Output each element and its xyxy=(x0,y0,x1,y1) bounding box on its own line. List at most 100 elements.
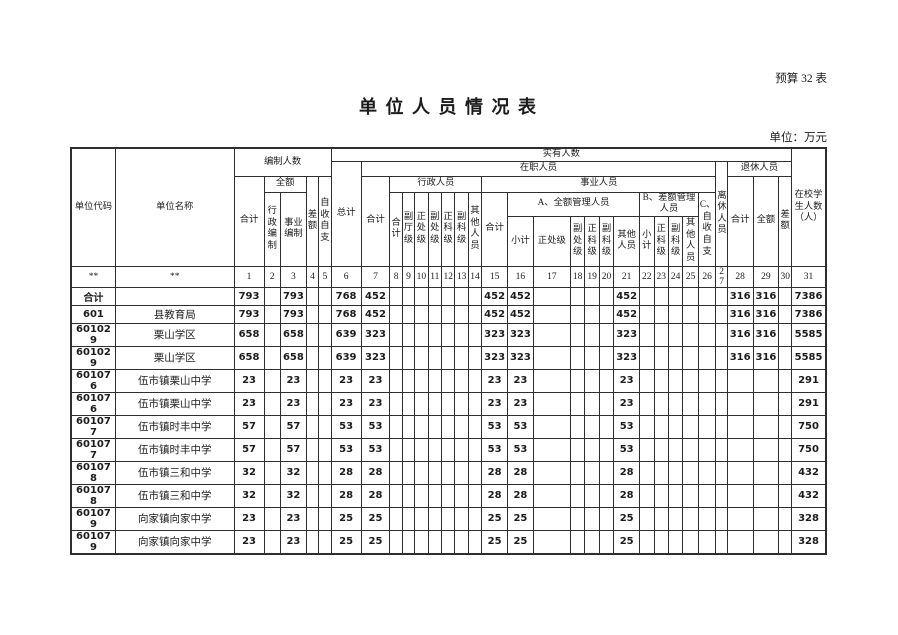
column-number-cell: 12 xyxy=(440,265,456,288)
unit-name-cell: 向家镇向家中学 xyxy=(114,529,235,555)
value-cell xyxy=(532,437,571,462)
value-cell xyxy=(715,483,728,508)
value-cell: 53 xyxy=(481,414,508,439)
value-cell xyxy=(697,368,717,393)
value-cell xyxy=(778,506,793,531)
value-cell xyxy=(726,483,754,508)
header-staffing-group: 编制人数 xyxy=(233,147,332,177)
value-cell xyxy=(401,345,416,370)
page-title: 单 位 人 员 情 况 表 xyxy=(359,97,538,117)
column-number-cell: 15 xyxy=(481,265,508,288)
value-cell xyxy=(598,345,615,370)
value-cell xyxy=(305,414,320,439)
value-cell xyxy=(778,322,793,347)
value-cell xyxy=(667,322,684,347)
header-retired-group: 退休人员 xyxy=(726,160,793,177)
unit-code-cell: 601029 xyxy=(70,322,116,347)
header-on-duty-group: 在职人员 xyxy=(360,160,717,177)
value-cell: 750 xyxy=(791,437,827,462)
value-cell xyxy=(639,414,655,439)
value-cell: 53 xyxy=(507,437,534,462)
value-cell xyxy=(697,391,717,416)
value-cell xyxy=(427,506,442,531)
header-staffing-total: 合计 xyxy=(233,175,265,267)
value-cell: 432 xyxy=(791,460,827,485)
column-number-cell: 19 xyxy=(584,265,600,288)
value-cell xyxy=(389,414,403,439)
header-unit-code: 单位代码 xyxy=(70,147,116,267)
value-cell xyxy=(715,286,728,306)
header-admin-total: 合计 xyxy=(389,191,403,267)
value-cell xyxy=(414,368,429,393)
value-cell xyxy=(778,345,793,370)
value-cell xyxy=(401,304,416,324)
value-cell xyxy=(653,368,669,393)
value-cell xyxy=(389,322,403,347)
value-cell xyxy=(726,437,754,462)
table-row: 601079 向家镇向家中学 23 23 25 25 25 25 25 328 xyxy=(70,529,827,555)
value-cell xyxy=(682,506,699,531)
value-cell xyxy=(752,506,780,531)
value-cell xyxy=(639,304,655,324)
unit-code-cell: 601029 xyxy=(70,345,116,370)
value-cell xyxy=(263,414,282,439)
value-cell xyxy=(653,506,669,531)
value-cell xyxy=(467,368,483,393)
unit-code-cell: 601076 xyxy=(70,391,116,416)
value-cell xyxy=(682,368,699,393)
value-cell xyxy=(532,483,571,508)
table-row: 合计 793 793 768 452 452 452 452 316 316 7386 xyxy=(70,286,827,306)
value-cell xyxy=(263,345,282,370)
value-cell xyxy=(778,391,793,416)
value-cell xyxy=(454,286,469,306)
value-cell xyxy=(263,286,282,306)
value-cell xyxy=(532,414,571,439)
value-cell xyxy=(389,345,403,370)
value-cell xyxy=(697,483,717,508)
value-cell: 28 xyxy=(360,483,391,508)
value-cell xyxy=(440,460,456,485)
value-cell xyxy=(467,391,483,416)
header-b-deputy-section: 副科级 xyxy=(667,215,684,267)
value-cell: 323 xyxy=(507,322,534,347)
value-cell xyxy=(569,391,586,416)
value-cell xyxy=(653,304,669,324)
value-cell: 25 xyxy=(507,506,534,531)
value-cell xyxy=(318,345,332,370)
header-lixiu: 离休人员 xyxy=(715,160,728,267)
table-row: 601076 伍市镇栗山中学 23 23 23 23 23 23 23 291 xyxy=(70,368,827,393)
value-cell: 28 xyxy=(481,460,508,485)
value-cell xyxy=(401,460,416,485)
value-cell xyxy=(653,345,669,370)
value-cell xyxy=(318,304,332,324)
value-cell: 328 xyxy=(791,529,827,555)
value-cell: 452 xyxy=(481,286,508,306)
value-cell xyxy=(697,460,717,485)
value-cell xyxy=(318,483,332,508)
table-row: 601 县教育局 793 793 768 452 452 452 452 316 316 7386 xyxy=(70,304,827,324)
value-cell xyxy=(653,322,669,347)
value-cell xyxy=(263,483,282,508)
value-cell xyxy=(454,345,469,370)
column-number-cell: 11 xyxy=(427,265,442,288)
value-cell: 23 xyxy=(280,368,307,393)
value-cell: 25 xyxy=(330,506,362,531)
value-cell xyxy=(639,391,655,416)
value-cell xyxy=(414,345,429,370)
value-cell xyxy=(667,286,684,306)
value-cell xyxy=(639,483,655,508)
value-cell xyxy=(401,322,416,347)
value-cell xyxy=(318,286,332,306)
unit-code-cell: 601079 xyxy=(70,506,116,531)
unit-code-cell: 601078 xyxy=(70,483,116,508)
header-row-3: 合计 全额 差额 自收自支 合计 行政人员 事业人员 合计 全额 差额 xyxy=(71,175,826,267)
value-cell xyxy=(726,414,754,439)
value-cell xyxy=(639,322,655,347)
header-onduty-total: 合计 xyxy=(360,175,391,267)
column-number-cell: 2 xyxy=(263,265,282,288)
value-cell xyxy=(427,437,442,462)
value-cell xyxy=(440,286,456,306)
value-cell xyxy=(569,368,586,393)
value-cell: 57 xyxy=(280,414,307,439)
